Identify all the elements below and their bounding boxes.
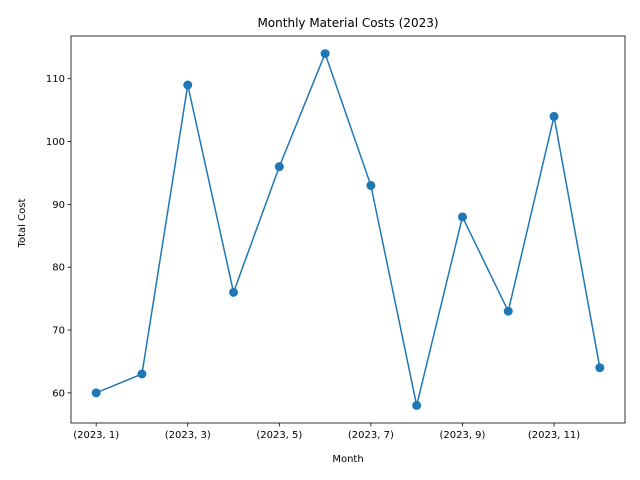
y-tick-label: 60 bbox=[52, 388, 65, 399]
series-line bbox=[95, 52, 601, 407]
data-point bbox=[412, 400, 422, 410]
data-point bbox=[457, 212, 467, 222]
data-point bbox=[503, 306, 513, 316]
y-tick-label: 70 bbox=[52, 326, 65, 337]
data-point bbox=[137, 369, 147, 379]
x-tick-label: (2023, 7) bbox=[348, 430, 394, 441]
y-axis-label: Total Cost bbox=[17, 199, 28, 249]
y-tick-label: 80 bbox=[52, 263, 65, 274]
data-point bbox=[91, 388, 101, 398]
x-tick-label: (2023, 3) bbox=[165, 430, 211, 441]
y-tick-label: 100 bbox=[46, 137, 65, 148]
data-point bbox=[366, 181, 376, 191]
chart-title: Monthly Material Costs (2023) bbox=[257, 16, 438, 30]
data-point bbox=[320, 49, 330, 59]
y-tick-label: 90 bbox=[52, 200, 65, 211]
axes-frame bbox=[70, 35, 626, 424]
data-point bbox=[183, 80, 193, 90]
data-point bbox=[549, 111, 559, 121]
x-tick-label: (2023, 1) bbox=[73, 430, 119, 441]
x-axis-label: Month bbox=[332, 454, 363, 465]
x-tick-label: (2023, 9) bbox=[439, 430, 485, 441]
y-tick-label: 110 bbox=[46, 74, 65, 85]
data-point bbox=[595, 363, 605, 373]
data-point bbox=[229, 287, 239, 297]
data-point bbox=[274, 162, 284, 172]
plot-area: 60 70 80 90 100 110 (2023, 1) (2023, 3) (2023, 5… bbox=[46, 35, 626, 441]
x-tick-label: (2023, 11) bbox=[528, 430, 580, 441]
x-tick-label: (2023, 5) bbox=[256, 430, 302, 441]
